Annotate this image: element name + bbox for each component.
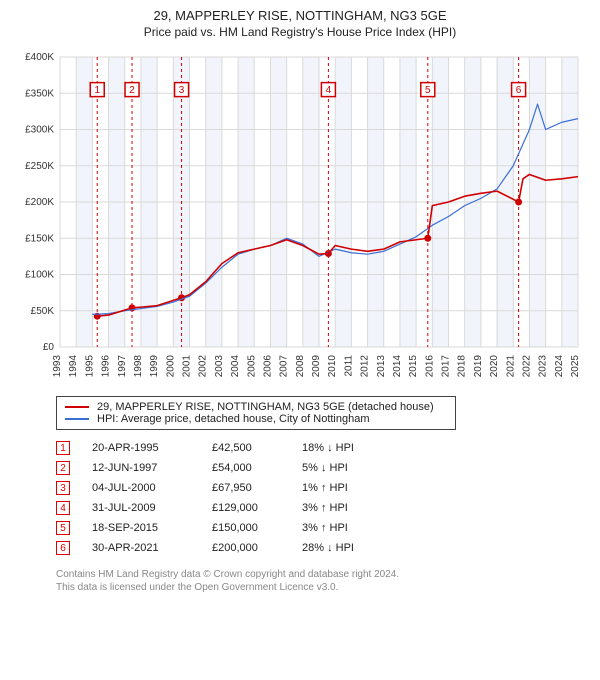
svg-text:2012: 2012 [360,355,371,378]
svg-text:2006: 2006 [262,355,273,378]
legend-label: 29, MAPPERLEY RISE, NOTTINGHAM, NG3 5GE … [97,401,434,413]
sale-price: £67,950 [212,478,302,498]
svg-text:£400K: £400K [25,52,54,63]
legend-swatch [65,418,89,420]
attribution: Contains HM Land Registry data © Crown c… [56,568,588,594]
svg-text:2022: 2022 [521,355,532,378]
table-row: 3 04-JUL-2000£67,9501% ↑ HPI [56,478,364,498]
svg-text:2005: 2005 [246,355,257,378]
svg-text:£350K: £350K [25,88,54,99]
table-row: 1 20-APR-1995£42,50018% ↓ HPI [56,438,364,458]
attribution-line: This data is licensed under the Open Gov… [56,581,588,594]
svg-text:6: 6 [516,85,522,96]
legend-row: HPI: Average price, detached house, City… [65,413,447,425]
svg-text:£100K: £100K [25,270,54,281]
svg-text:1999: 1999 [149,355,160,378]
table-row: 2 12-JUN-1997£54,0005% ↓ HPI [56,458,364,478]
svg-text:5: 5 [425,85,431,96]
svg-text:£50K: £50K [31,306,55,317]
sale-date: 18-SEP-2015 [92,518,212,538]
page-subtitle: Price paid vs. HM Land Registry's House … [12,25,588,39]
svg-text:1993: 1993 [52,355,63,378]
sales-table: 1 20-APR-1995£42,50018% ↓ HPI 2 12-JUN-1997… [56,438,364,558]
sale-hpi-delta: 3% ↑ HPI [302,498,364,518]
svg-text:£200K: £200K [25,197,54,208]
sale-price: £200,000 [212,538,302,558]
legend-label: HPI: Average price, detached house, City… [97,413,370,425]
sale-marker-box: 2 [56,461,70,475]
sale-hpi-delta: 1% ↑ HPI [302,478,364,498]
svg-text:£250K: £250K [25,161,54,172]
svg-text:2003: 2003 [214,355,225,378]
sale-hpi-delta: 28% ↓ HPI [302,538,364,558]
svg-text:1994: 1994 [68,355,79,378]
svg-text:2025: 2025 [570,355,581,378]
svg-text:2024: 2024 [554,355,565,378]
sale-price: £42,500 [212,438,302,458]
sale-date: 30-APR-2021 [92,538,212,558]
svg-text:2009: 2009 [311,355,322,378]
sale-date: 31-JUL-2009 [92,498,212,518]
sale-hpi-delta: 5% ↓ HPI [302,458,364,478]
sale-price: £54,000 [212,458,302,478]
sale-price: £150,000 [212,518,302,538]
legend-row: 29, MAPPERLEY RISE, NOTTINGHAM, NG3 5GE … [65,401,447,413]
svg-text:2019: 2019 [473,355,484,378]
svg-text:2016: 2016 [424,355,435,378]
sale-date: 04-JUL-2000 [92,478,212,498]
svg-text:2018: 2018 [457,355,468,378]
svg-text:2023: 2023 [538,355,549,378]
sale-price: £129,000 [212,498,302,518]
svg-text:2008: 2008 [295,355,306,378]
page-title: 29, MAPPERLEY RISE, NOTTINGHAM, NG3 5GE [12,8,588,23]
svg-text:2000: 2000 [165,355,176,378]
svg-text:2004: 2004 [230,355,241,378]
chart-container: £0 £50K £100K £150K £200K £250K £300K £350K £400… [12,47,588,390]
sale-hpi-delta: 3% ↑ HPI [302,518,364,538]
svg-text:2015: 2015 [408,355,419,378]
sale-hpi-delta: 18% ↓ HPI [302,438,364,458]
sale-marker-box: 1 [56,441,70,455]
svg-text:1997: 1997 [117,355,128,378]
legend: 29, MAPPERLEY RISE, NOTTINGHAM, NG3 5GE … [56,396,456,430]
svg-text:1: 1 [94,85,100,96]
svg-text:1995: 1995 [84,355,95,378]
sale-marker-box: 3 [56,481,70,495]
svg-text:2011: 2011 [343,355,354,377]
svg-text:2021: 2021 [505,355,516,378]
svg-text:2010: 2010 [327,355,338,378]
svg-text:2002: 2002 [198,355,209,378]
sale-marker-box: 4 [56,501,70,515]
svg-text:£150K: £150K [25,233,54,244]
table-row: 5 18-SEP-2015£150,0003% ↑ HPI [56,518,364,538]
table-row: 6 30-APR-2021£200,00028% ↓ HPI [56,538,364,558]
svg-text:2013: 2013 [376,355,387,378]
sale-date: 20-APR-1995 [92,438,212,458]
svg-text:2: 2 [129,85,135,96]
svg-text:2001: 2001 [182,355,193,378]
svg-text:2007: 2007 [279,355,290,378]
svg-text:2017: 2017 [441,355,452,378]
price-chart: £0 £50K £100K £150K £200K £250K £300K £350K £400… [12,47,588,387]
svg-text:£300K: £300K [25,125,54,136]
svg-text:3: 3 [179,85,185,96]
svg-text:4: 4 [326,85,332,96]
svg-text:£0: £0 [43,342,55,353]
svg-text:1998: 1998 [133,355,144,378]
svg-text:2020: 2020 [489,355,500,378]
sale-marker-box: 6 [56,541,70,555]
attribution-line: Contains HM Land Registry data © Crown c… [56,568,588,581]
sale-date: 12-JUN-1997 [92,458,212,478]
table-row: 4 31-JUL-2009£129,0003% ↑ HPI [56,498,364,518]
sale-marker-box: 5 [56,521,70,535]
legend-swatch [65,406,89,408]
svg-text:1996: 1996 [101,355,112,378]
svg-text:2014: 2014 [392,355,403,378]
